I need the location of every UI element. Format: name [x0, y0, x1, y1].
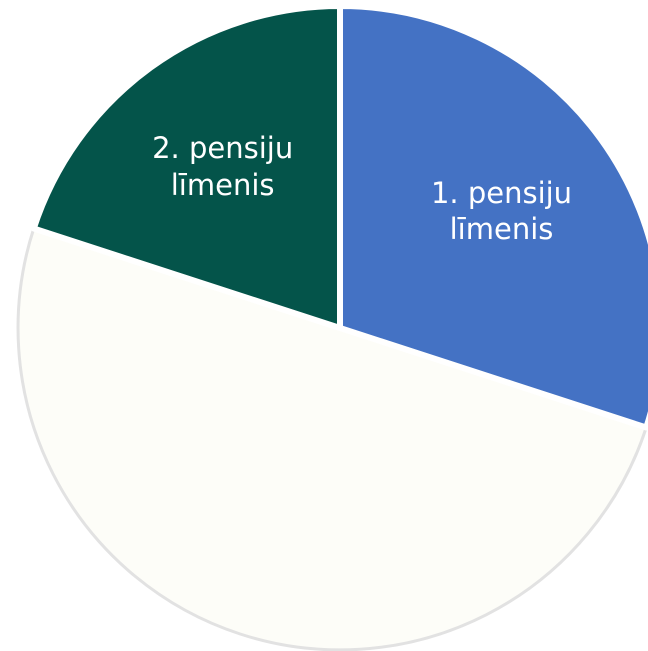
- pie-slice: [30, 3, 343, 331]
- pie-slice: [337, 3, 648, 431]
- slice-label: 1. pensiju līmenis: [430, 175, 573, 246]
- pie-slice: [16, 226, 648, 651]
- slice-label: 2. pensiju līmenis: [152, 131, 294, 202]
